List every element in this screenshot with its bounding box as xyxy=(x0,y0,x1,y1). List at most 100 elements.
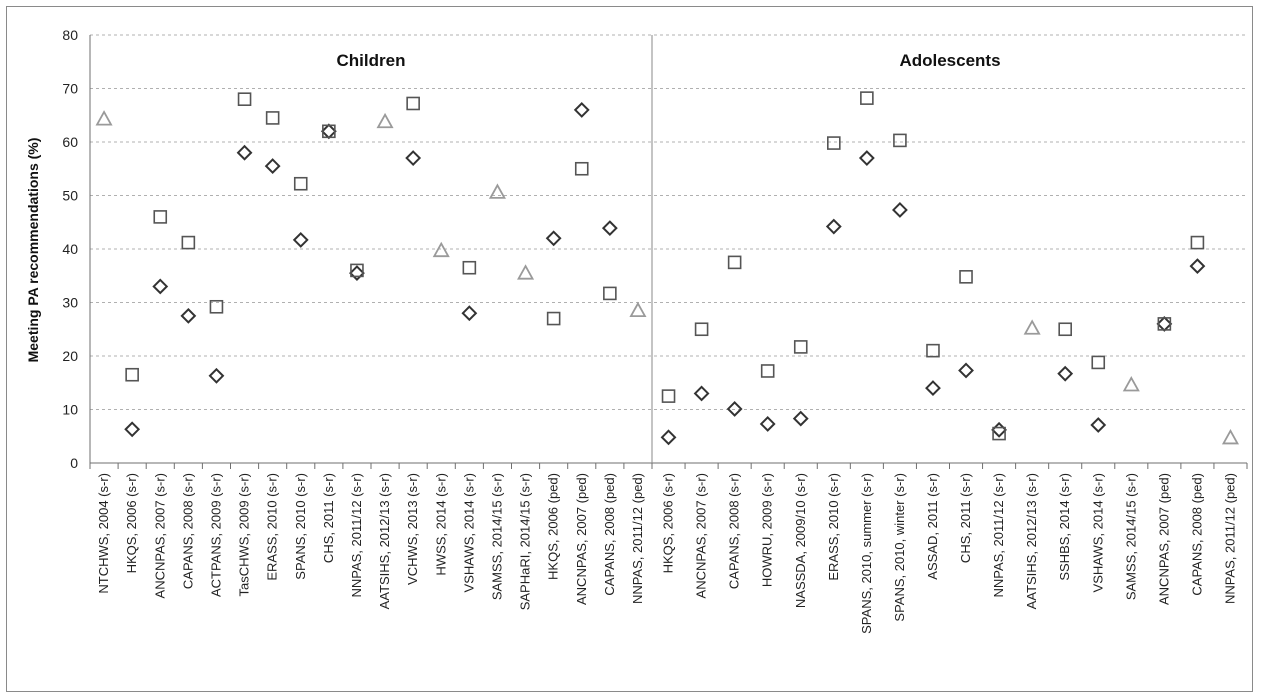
diamond-marker xyxy=(825,218,842,235)
diamond-marker xyxy=(320,123,337,140)
diamond-marker xyxy=(1189,258,1206,275)
chart-frame xyxy=(6,6,1253,692)
triangle-marker xyxy=(1023,319,1041,335)
square-marker xyxy=(181,235,196,250)
x-category-label: NNPAS, 2011/12 (s-r) xyxy=(349,473,364,598)
x-category-label: CHS, 2011 (s-r) xyxy=(321,473,336,563)
x-category-label: ERASS, 2010 (s-r) xyxy=(826,473,841,581)
diamond-marker xyxy=(264,158,281,174)
triangle-marker xyxy=(432,241,450,258)
x-category-label: SAPHaRI, 2014/15 (s-r) xyxy=(518,473,533,610)
gridlines xyxy=(90,34,1247,410)
square-marker xyxy=(153,210,168,224)
panel-title-children: Children xyxy=(337,51,406,70)
diamond-marker xyxy=(726,401,743,417)
x-category-label: ERASS, 2010 (s-r) xyxy=(265,473,280,581)
square-marker xyxy=(237,92,252,106)
x-category-label: CAPANS, 2008 (ped) xyxy=(1189,473,1204,596)
square-marker xyxy=(893,133,907,148)
square-marker xyxy=(603,286,617,301)
square-marker xyxy=(209,299,224,314)
square-marker xyxy=(574,161,589,176)
diamond-marker xyxy=(405,150,422,166)
square-marker xyxy=(1157,317,1172,331)
y-tick-label: 0 xyxy=(70,455,78,471)
x-category-label: SPANS, 2010, summer (s-r) xyxy=(859,473,874,634)
triangle-marker xyxy=(1221,429,1240,445)
x-category-label: HKQS, 2006 (s-r) xyxy=(661,473,676,573)
triangle-marker xyxy=(517,264,535,280)
diamond-marker xyxy=(660,429,677,446)
data-markers xyxy=(95,91,1240,446)
x-category-label: CAPANS, 2008 (s-r) xyxy=(727,473,742,589)
diamond-marker xyxy=(693,385,710,402)
x-category-label: NNPAS, 2011/12 (s-r) xyxy=(991,473,1006,598)
diamond-marker xyxy=(573,101,590,118)
square-marker xyxy=(992,426,1006,441)
diamond-marker xyxy=(545,230,562,247)
y-axis-label: Meeting PA recommendations (%) xyxy=(25,138,41,363)
diamond-marker xyxy=(152,278,169,295)
x-category-label: CAPANS, 2008 (s-r) xyxy=(180,473,195,589)
diamond-marker xyxy=(759,416,776,432)
x-category-label: VSHAWS, 2014 (s-r) xyxy=(1090,473,1105,592)
x-category-label: SAMSS, 2014/15 (s-r) xyxy=(489,473,504,600)
diamond-marker xyxy=(991,421,1007,438)
x-category-label: TasCHWS, 2009 (s-r) xyxy=(237,473,252,597)
x-category-label: SSHBS, 2014 (s-r) xyxy=(1057,473,1072,581)
x-category-label: NASSDA, 2009/10 (s-r) xyxy=(793,473,808,608)
x-category-label: HKQS, 2006 (ped) xyxy=(546,473,561,580)
diamond-marker xyxy=(601,220,618,237)
triangle-marker xyxy=(629,301,647,318)
square-marker xyxy=(406,96,420,111)
x-category-label: SPANS, 2010 (s-r) xyxy=(293,473,308,580)
y-tick-label: 20 xyxy=(62,348,78,364)
square-marker xyxy=(1091,355,1106,370)
diamond-marker xyxy=(349,265,365,281)
x-category-label: NTCHWS, 2004 (s-r) xyxy=(96,473,111,594)
diamond-marker xyxy=(892,202,908,218)
diamond-marker xyxy=(461,305,478,322)
diamond-marker xyxy=(180,307,197,324)
square-marker xyxy=(293,176,308,191)
x-category-label: CHS, 2011 (s-r) xyxy=(958,473,973,563)
triangle-marker xyxy=(1122,376,1140,392)
x-category-label: HOWRU, 2009 (s-r) xyxy=(760,473,775,587)
square-marker xyxy=(265,111,280,125)
x-category-label: AATSIHS, 2012/13 (s-r) xyxy=(377,473,392,609)
square-marker xyxy=(694,322,709,337)
x-category-label: SAMSS, 2014/15 (s-r) xyxy=(1123,473,1138,600)
x-category-label: ANCNPAS, 2007 (ped) xyxy=(1156,473,1171,605)
y-tick-labels: 0 10 20 30 40 50 60 70 80 xyxy=(62,27,78,471)
diamond-marker xyxy=(292,231,309,248)
diamond-marker xyxy=(124,421,141,438)
square-marker xyxy=(827,136,841,150)
square-marker xyxy=(322,124,336,139)
x-category-label: NNPAS, 2011/12 (ped) xyxy=(1222,473,1237,604)
square-marker xyxy=(1190,235,1205,250)
square-marker xyxy=(926,343,940,358)
square-marker xyxy=(727,255,742,270)
x-category-label: SPANS, 2010, winter (s-r) xyxy=(892,473,907,622)
y-tick-label: 30 xyxy=(62,295,78,311)
diamond-marker xyxy=(792,410,809,427)
x-category-label: ANCNPAS, 2007 (s-r) xyxy=(694,473,709,598)
square-marker xyxy=(860,91,874,105)
y-tick-label: 10 xyxy=(62,402,78,418)
x-category-labels: NTCHWS, 2004 (s-r) HKQS, 2006 (s-r) ANCNPA… xyxy=(96,473,1237,634)
square-marker xyxy=(350,263,364,278)
square-marker xyxy=(760,364,775,378)
square-marker xyxy=(959,270,973,284)
x-category-label: AATSIHS, 2012/13 (s-r) xyxy=(1024,473,1039,609)
triangle-marker xyxy=(488,183,506,199)
diamond-marker xyxy=(1057,365,1074,382)
x-category-label: CAPANS, 2008 (ped) xyxy=(602,473,617,596)
x-category-label: VSHAWS, 2014 (s-r) xyxy=(461,473,476,592)
diamond-marker xyxy=(858,150,875,166)
square-marker xyxy=(661,389,676,403)
square-marker xyxy=(1058,322,1072,337)
square-marker xyxy=(546,311,561,326)
diamond-marker xyxy=(958,362,974,379)
x-category-label: VCHWS, 2013 (s-r) xyxy=(405,473,420,585)
x-category-label: ANCNPAS, 2007 (s-r) xyxy=(152,473,167,598)
